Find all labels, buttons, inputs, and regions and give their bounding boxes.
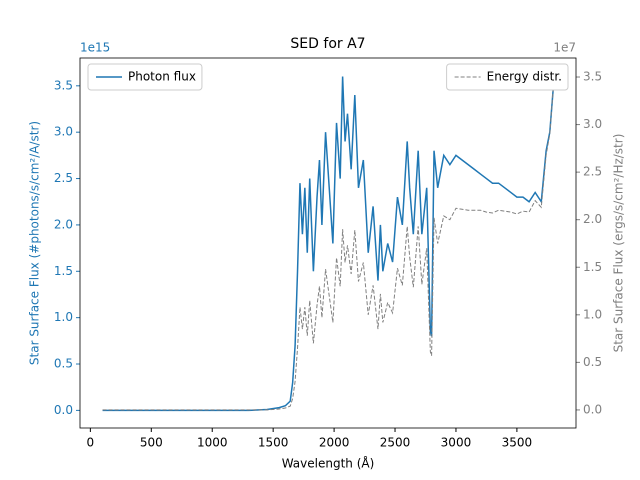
x-axis-label: Wavelength (Å): [282, 456, 375, 471]
series-line: [102, 76, 555, 412]
y-tick-label: 1.5: [54, 264, 73, 278]
y2-tick-label: 2.5: [583, 165, 602, 179]
x-tick-label: 3500: [502, 436, 533, 450]
x-tick-label: 3000: [441, 436, 472, 450]
x-tick-label: 0: [87, 436, 95, 450]
x-tick-label: 500: [140, 436, 163, 450]
y2-tick-label: 3.5: [583, 70, 602, 84]
legend-label: Energy distr.: [487, 70, 562, 84]
y2-offset-label: 1e7: [553, 41, 576, 55]
y-tick-label: 0.5: [54, 357, 73, 371]
x-tick-label: 2500: [380, 436, 411, 450]
y-axis-label: Star Surface Flux (#photons/s/cm²/A/str): [28, 121, 42, 365]
y2-tick-label: 0.0: [583, 402, 602, 416]
y-offset-label: 1e15: [80, 41, 110, 55]
y-tick-label: 3.5: [54, 78, 73, 92]
y-tick-label: 2.5: [54, 171, 73, 185]
y-tick-label: 3.0: [54, 125, 73, 139]
legend-label: Photon flux: [128, 70, 196, 84]
legend: Photon flux: [87, 63, 203, 91]
chart-title: SED for A7: [290, 36, 365, 52]
y2-tick-label: 3.0: [583, 117, 602, 131]
series-line: [102, 85, 554, 411]
y-tick-label: 2.0: [54, 217, 73, 231]
y2-axis-label: Star Surface Flux (ergs/s/cm²/Hz/str): [612, 134, 626, 353]
y2-tick-label: 1.0: [583, 307, 602, 321]
plot-frame: [79, 57, 577, 429]
y2-tick-label: 0.5: [583, 355, 602, 369]
legend-box: [87, 63, 203, 91]
legend-box: [446, 63, 569, 91]
legend: Energy distr.: [446, 63, 569, 91]
y-tick-label: 0.0: [54, 403, 73, 417]
y2-tick-label: 1.5: [583, 260, 602, 274]
y-tick-label: 1.0: [54, 310, 73, 324]
x-tick-label: 2000: [319, 436, 350, 450]
x-tick-label: 1000: [197, 436, 228, 450]
x-tick-label: 1500: [258, 436, 289, 450]
y2-tick-label: 2.0: [583, 212, 602, 226]
